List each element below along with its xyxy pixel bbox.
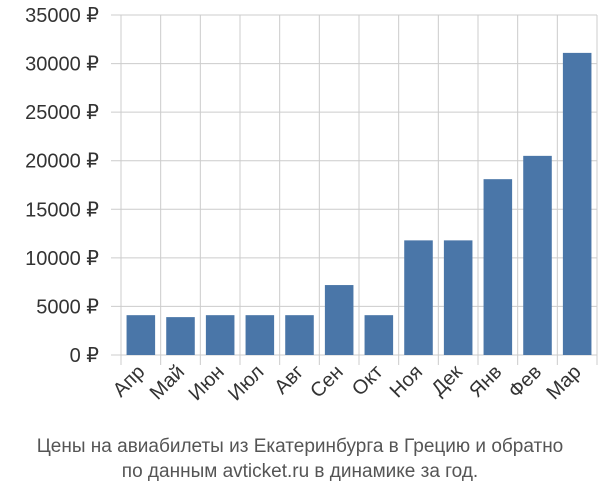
bar-1 xyxy=(166,317,195,355)
bar-10 xyxy=(523,155,552,355)
x-tick-label: Май xyxy=(146,361,189,404)
x-tick-label: Сен xyxy=(306,361,347,402)
y-tick-label: 30000 ₽ xyxy=(25,54,99,76)
bars xyxy=(126,52,592,356)
x-tick-label: Дек xyxy=(428,361,467,400)
x-tick-label: Окт xyxy=(348,361,387,400)
x-tick-label: Авг xyxy=(270,361,308,399)
bar-8 xyxy=(443,240,473,355)
y-tick-label: 10000 ₽ xyxy=(25,248,99,270)
bar-9 xyxy=(483,179,513,355)
bar-3 xyxy=(245,315,275,355)
chart-caption-line-1: Цены на авиабилеты из Екатеринбурга в Гр… xyxy=(36,436,564,457)
y-tick-label: 5000 ₽ xyxy=(36,296,99,318)
chart-caption-line-2: по данным avticket.ru в динамике за год. xyxy=(121,461,479,482)
bar-5 xyxy=(324,285,354,355)
x-tick-label: Апр xyxy=(109,361,150,402)
x-tick-label: Ноя xyxy=(386,361,427,402)
bar-11 xyxy=(562,52,592,356)
x-tick-label: Фев xyxy=(504,361,546,403)
x-tick-label: Янв xyxy=(465,361,506,402)
grid-lines xyxy=(111,14,598,365)
y-tick-label: 20000 ₽ xyxy=(25,151,99,173)
y-tick-label: 15000 ₽ xyxy=(25,199,99,221)
y-tick-label: 35000 ₽ xyxy=(25,5,99,27)
x-tick-label: Июн xyxy=(185,361,229,405)
bar-chart: 0 ₽ 5000 ₽ 10000 ₽ 15000 ₽ 20000 ₽ 25000 ₽ 300… xyxy=(25,5,598,405)
bar-4 xyxy=(285,315,314,355)
bar-6 xyxy=(364,315,394,355)
x-tick-label: Июл xyxy=(224,361,268,405)
bar-0 xyxy=(126,315,156,355)
x-tick-label: Мар xyxy=(542,361,585,404)
bar-7 xyxy=(404,240,433,355)
y-tick-label: 25000 ₽ xyxy=(25,102,99,124)
bar-2 xyxy=(205,315,235,355)
y-axis-ticks: 0 ₽ 5000 ₽ 10000 ₽ 15000 ₽ 20000 ₽ 25000 ₽ 300… xyxy=(25,5,99,367)
y-tick-label: 0 ₽ xyxy=(70,345,100,367)
